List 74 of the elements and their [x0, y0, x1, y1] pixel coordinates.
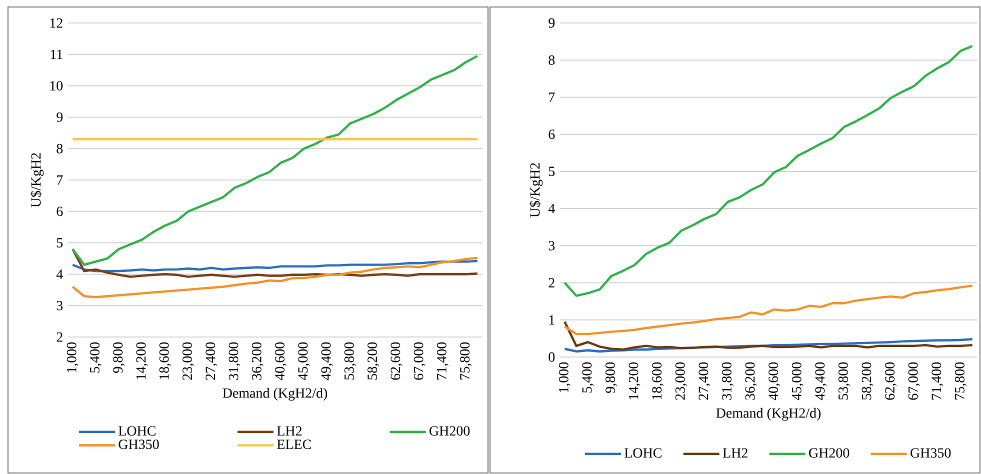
- x-tick-label: 31,800: [722, 362, 734, 400]
- x-tick-label: 67,000: [908, 362, 920, 400]
- x-tick-label: 1,000: [66, 342, 78, 372]
- legend-label: LH2: [277, 426, 302, 436]
- y-tick-label: 11: [50, 50, 62, 60]
- line-series: [564, 44, 974, 297]
- legend-label: LOHC: [118, 426, 156, 436]
- y-tick-label: 1: [549, 315, 554, 325]
- x-tick-label: 49,400: [815, 362, 827, 400]
- y-tick-label: 2: [548, 278, 554, 288]
- line-series: [564, 338, 974, 353]
- y-tick-label: 4: [548, 204, 555, 214]
- x-tick-label: 45,000: [298, 342, 310, 380]
- x-tick-label: 36,200: [252, 342, 264, 380]
- x-tick-label: 18,600: [159, 342, 171, 380]
- x-tick-label: 23,000: [675, 362, 687, 400]
- legend-label: GH350: [910, 448, 951, 458]
- x-tick-label: 58,200: [862, 362, 874, 400]
- y-tick-label: 2: [56, 332, 62, 342]
- legend-label: GH200: [430, 426, 470, 436]
- x-tick-label: 14,200: [136, 342, 148, 380]
- line-series: [564, 284, 974, 336]
- legend-label: GH350: [118, 440, 159, 450]
- x-axis-title: Demand (KgH2/d): [716, 408, 821, 421]
- legend-label: ELEC: [277, 440, 311, 450]
- y-tick-label: 0: [548, 352, 555, 362]
- legend-label: LH2: [722, 448, 748, 458]
- x-tick-label: 23,000: [182, 342, 194, 380]
- y-tick-label: 3: [548, 240, 555, 250]
- x-tick-label: 75,800: [954, 362, 966, 400]
- y-tick-label: 8: [548, 55, 555, 65]
- y-tick-label: 7: [57, 175, 63, 185]
- x-tick-label: 31,800: [228, 342, 240, 380]
- line-series: [71, 256, 479, 298]
- y-tick-label: 4: [56, 270, 63, 279]
- y-axis-title: U$/KgH2: [529, 163, 543, 218]
- y-axis-title: U$/KgH2: [30, 153, 44, 208]
- x-tick-label: 53,800: [838, 362, 850, 400]
- x-tick-label: 45,000: [792, 362, 804, 400]
- y-tick-label: 7: [549, 92, 555, 102]
- y-tick-label: 3: [56, 300, 63, 310]
- y-tick-label: 9: [548, 18, 555, 28]
- x-tick-label: 1,000: [558, 362, 570, 392]
- y-tick-label: 6: [548, 130, 555, 140]
- x-tick-label: 62,600: [885, 362, 897, 400]
- y-tick-label: 10: [50, 81, 63, 91]
- legend-label: GH200: [809, 448, 850, 458]
- y-tick-label: 12: [50, 18, 62, 28]
- x-tick-label: 75,800: [460, 342, 472, 380]
- x-tick-label: 5,400: [582, 362, 594, 393]
- x-axis-title: Demand (KgH2/d): [222, 388, 328, 401]
- y-tick-label: 5: [548, 166, 555, 176]
- y-tick-label: 8: [56, 144, 63, 154]
- x-tick-label: 5,400: [90, 342, 102, 373]
- x-tick-label: 40,600: [768, 362, 780, 400]
- x-tick-label: 71,400: [436, 342, 448, 380]
- x-tick-label: 58,200: [368, 342, 380, 380]
- x-tick-label: 9,800: [113, 342, 125, 373]
- x-tick-label: 27,400: [698, 362, 710, 400]
- x-tick-label: 18,600: [652, 362, 664, 400]
- legend-label: LOHC: [624, 448, 662, 458]
- x-tick-label: 67,000: [414, 342, 426, 380]
- x-tick-label: 36,200: [745, 362, 757, 400]
- x-tick-label: 27,400: [206, 342, 218, 380]
- x-tick-label: 49,400: [321, 342, 333, 380]
- x-tick-label: 14,200: [628, 362, 640, 400]
- y-tick-label: 9: [56, 112, 63, 122]
- y-tick-label: 5: [56, 238, 63, 248]
- x-tick-label: 62,600: [390, 342, 402, 380]
- y-tick-label: 6: [56, 206, 63, 216]
- x-tick-label: 40,600: [275, 342, 287, 380]
- x-tick-label: 71,400: [932, 362, 944, 400]
- x-tick-label: 9,800: [606, 362, 617, 393]
- x-tick-label: 53,800: [344, 342, 356, 380]
